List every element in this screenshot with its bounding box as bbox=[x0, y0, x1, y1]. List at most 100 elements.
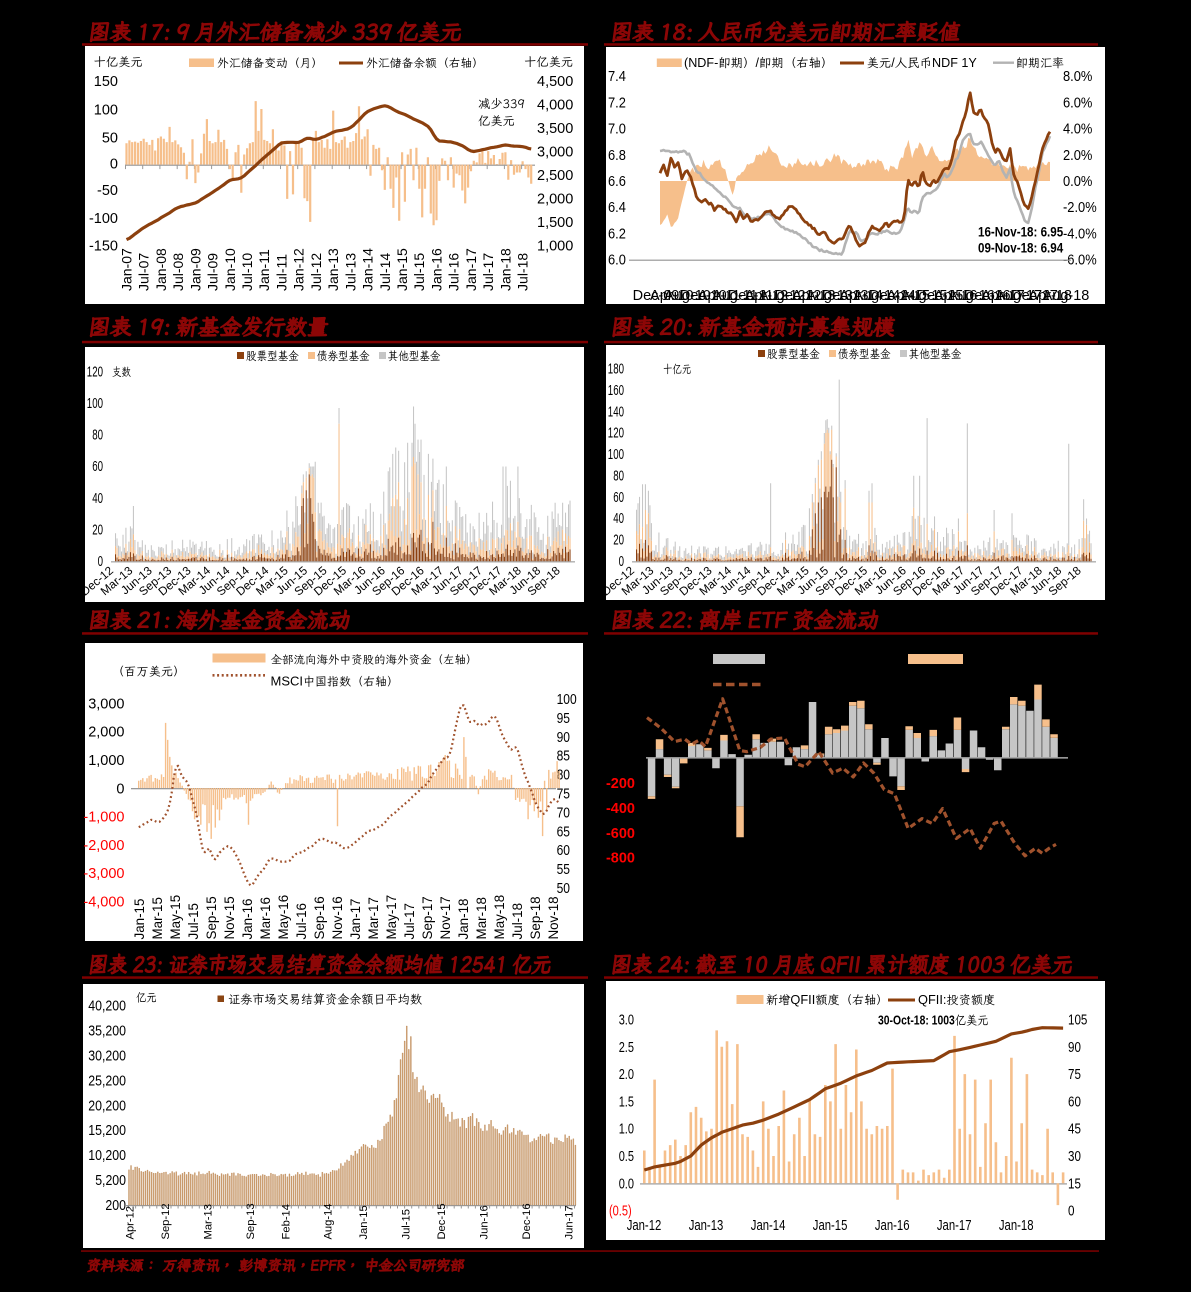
svg-text:30,200: 30,200 bbox=[88, 1049, 126, 1065]
svg-text:6.0: 6.0 bbox=[608, 253, 626, 269]
svg-text:2.0%: 2.0% bbox=[1063, 148, 1092, 164]
svg-text:0: 0 bbox=[110, 156, 118, 172]
svg-text:Jan-14: Jan-14 bbox=[751, 1218, 786, 1234]
svg-text:Jul-13: Jul-13 bbox=[342, 253, 358, 291]
svg-text:Apr-13: Apr-13 bbox=[792, 288, 836, 304]
svg-text:Aug-16: Aug-16 bbox=[948, 288, 995, 304]
svg-text:Jan-18: Jan-18 bbox=[497, 248, 513, 291]
svg-text:-150: -150 bbox=[89, 239, 118, 255]
svg-text:Apr-17: Apr-17 bbox=[981, 288, 1025, 304]
svg-text:2.0: 2.0 bbox=[619, 1067, 634, 1083]
svg-text:Jan-14: Jan-14 bbox=[360, 248, 376, 291]
svg-text:Dec-17: Dec-17 bbox=[1011, 288, 1058, 304]
svg-text:Jul-08: Jul-08 bbox=[170, 253, 186, 291]
svg-text:09-Nov-18: 6.94: 09-Nov-18: 6.94 bbox=[978, 241, 1064, 256]
svg-text:Sep-13: Sep-13 bbox=[245, 1203, 257, 1239]
svg-text:Aug-11: Aug-11 bbox=[712, 288, 758, 304]
svg-text:Jul-18: Jul-18 bbox=[515, 253, 531, 291]
svg-text:2,500: 2,500 bbox=[537, 168, 573, 184]
svg-text:1,500: 1,500 bbox=[537, 215, 573, 231]
svg-text:0.0: 0.0 bbox=[619, 1176, 634, 1192]
svg-text:Aug-14: Aug-14 bbox=[853, 288, 900, 304]
svg-text:May-18: May-18 bbox=[492, 895, 507, 940]
svg-text:7.4: 7.4 bbox=[608, 69, 626, 85]
svg-text:Apr-10: Apr-10 bbox=[650, 288, 694, 304]
svg-text:10,200: 10,200 bbox=[88, 1148, 126, 1164]
svg-text:4,000: 4,000 bbox=[537, 98, 573, 114]
svg-text:6.8: 6.8 bbox=[608, 148, 626, 164]
svg-text:QFII: QFII bbox=[790, 992, 815, 1007]
svg-text:QFII:: QFII: bbox=[918, 992, 946, 1007]
svg-text:Jan-09: Jan-09 bbox=[187, 248, 203, 291]
svg-text:Aug-10: Aug-10 bbox=[664, 288, 711, 304]
svg-text:Apr-15: Apr-15 bbox=[887, 288, 931, 304]
svg-text:0.5: 0.5 bbox=[619, 1149, 634, 1165]
svg-text:Aug-17: Aug-17 bbox=[995, 288, 1042, 304]
svg-text:Apr-16: Apr-16 bbox=[934, 288, 978, 304]
svg-text:Jul-15: Jul-15 bbox=[401, 1209, 413, 1239]
svg-text:Jun-17: Jun-17 bbox=[563, 1205, 575, 1239]
svg-text:Mar-17: Mar-17 bbox=[366, 897, 381, 939]
svg-text:3,000: 3,000 bbox=[537, 145, 573, 161]
svg-text:-2,000: -2,000 bbox=[83, 838, 124, 854]
svg-text:Mar-13: Mar-13 bbox=[202, 1204, 214, 1239]
svg-text:0.0%: 0.0% bbox=[1063, 174, 1092, 190]
svg-text:Jan-10: Jan-10 bbox=[222, 248, 238, 291]
svg-text:95: 95 bbox=[557, 711, 570, 727]
svg-text:5,200: 5,200 bbox=[95, 1173, 126, 1189]
svg-text:-3,000: -3,000 bbox=[83, 866, 124, 882]
svg-text:Apr-18: Apr-18 bbox=[1028, 288, 1072, 304]
svg-text:Jan-11: Jan-11 bbox=[256, 249, 272, 291]
svg-text:Jan-15: Jan-15 bbox=[813, 1218, 848, 1234]
svg-text:90: 90 bbox=[1068, 1040, 1081, 1056]
svg-text:105: 105 bbox=[1068, 1013, 1087, 1029]
svg-text:2,000: 2,000 bbox=[88, 725, 124, 741]
svg-text:Nov-15: Nov-15 bbox=[222, 896, 237, 939]
svg-text:3,500: 3,500 bbox=[537, 121, 573, 137]
svg-text:Dec-11: Dec-11 bbox=[728, 288, 774, 304]
svg-text:120: 120 bbox=[87, 364, 103, 380]
svg-text:Jul-17: Jul-17 bbox=[480, 253, 496, 291]
svg-text:Jan-16: Jan-16 bbox=[240, 899, 255, 940]
svg-text:55: 55 bbox=[557, 862, 570, 878]
svg-text:100: 100 bbox=[94, 103, 118, 119]
svg-text:60: 60 bbox=[613, 490, 624, 506]
svg-text:-400: -400 bbox=[606, 801, 635, 817]
svg-text:Jul-09: Jul-09 bbox=[205, 253, 221, 291]
svg-text:140: 140 bbox=[608, 404, 624, 420]
svg-text:Aug-18: Aug-18 bbox=[1043, 288, 1090, 304]
svg-text:3,000: 3,000 bbox=[88, 696, 124, 712]
svg-text:20: 20 bbox=[92, 522, 103, 538]
svg-text:/: / bbox=[891, 56, 895, 70]
svg-text:20: 20 bbox=[613, 533, 624, 549]
svg-text:Nov-18: Nov-18 bbox=[546, 896, 561, 939]
svg-text:-2.0%: -2.0% bbox=[1063, 200, 1097, 216]
svg-text:Jul-14: Jul-14 bbox=[377, 253, 393, 291]
svg-text:Sep-17: Sep-17 bbox=[420, 896, 435, 939]
svg-text:-100: -100 bbox=[89, 211, 118, 227]
svg-text:1.0: 1.0 bbox=[619, 1122, 634, 1138]
svg-text:7.0: 7.0 bbox=[608, 122, 626, 138]
svg-text:Jul-15: Jul-15 bbox=[186, 903, 201, 939]
svg-text:Jun-16: Jun-16 bbox=[479, 1205, 491, 1239]
svg-text:Jan-16: Jan-16 bbox=[875, 1218, 910, 1234]
svg-text:Nov-16: Nov-16 bbox=[330, 896, 345, 939]
svg-text:Apr-14: Apr-14 bbox=[839, 288, 883, 304]
svg-text:Dec-16: Dec-16 bbox=[521, 1203, 533, 1239]
svg-text:15: 15 bbox=[1068, 1176, 1081, 1192]
svg-text:Jan-08: Jan-08 bbox=[153, 248, 169, 291]
svg-text:Sep-12: Sep-12 bbox=[160, 1203, 172, 1239]
svg-text:60: 60 bbox=[1068, 1094, 1081, 1110]
svg-text:Dec-10: Dec-10 bbox=[680, 288, 727, 304]
svg-text:80: 80 bbox=[557, 768, 570, 784]
svg-text:4.0%: 4.0% bbox=[1063, 122, 1092, 138]
svg-text:70: 70 bbox=[557, 805, 570, 821]
svg-text:1,000: 1,000 bbox=[88, 753, 124, 769]
svg-text:Aug-12: Aug-12 bbox=[759, 288, 806, 304]
svg-text:0: 0 bbox=[116, 781, 124, 797]
svg-text:Jul-07: Jul-07 bbox=[136, 253, 152, 291]
svg-text:30-Oct-18: 1003: 30-Oct-18: 1003 bbox=[878, 1014, 955, 1028]
svg-text:6.2: 6.2 bbox=[608, 226, 626, 242]
svg-text:25,200: 25,200 bbox=[88, 1073, 126, 1089]
svg-text:MSCI: MSCI bbox=[271, 674, 304, 689]
